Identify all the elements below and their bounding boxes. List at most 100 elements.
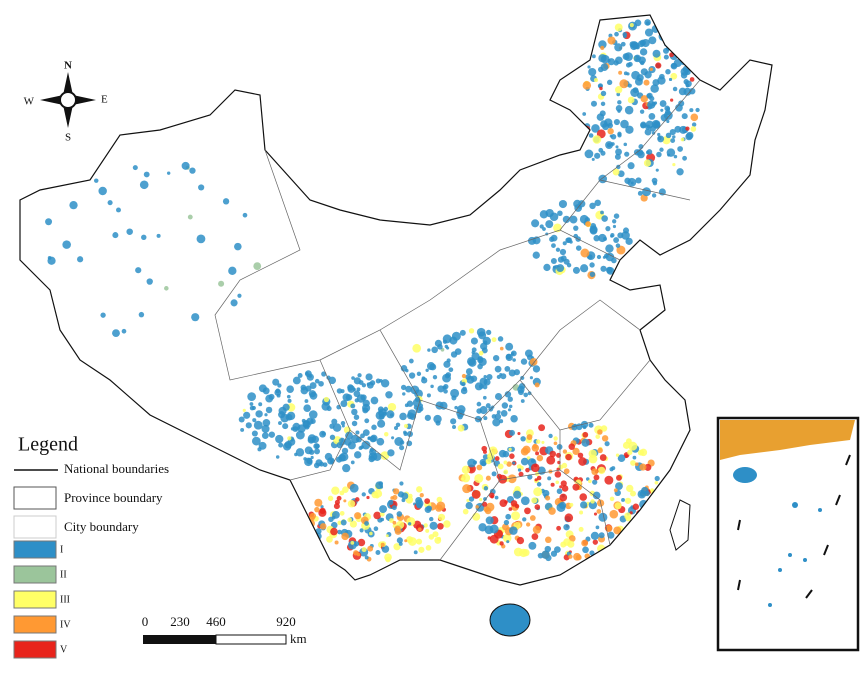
legend-city: City boundary — [64, 519, 139, 534]
speckle — [460, 477, 464, 481]
speckle — [634, 19, 642, 27]
speckle — [261, 424, 270, 433]
speckle — [247, 392, 256, 401]
speckle — [353, 550, 359, 556]
speckle — [531, 219, 540, 228]
speckle — [408, 493, 413, 499]
speckle — [535, 439, 541, 444]
speckle — [406, 412, 414, 420]
speckle — [517, 468, 522, 472]
speckle — [370, 396, 379, 405]
speckle — [357, 373, 362, 378]
speckle — [514, 486, 521, 493]
speckle — [589, 271, 596, 278]
speckle — [572, 483, 580, 491]
speckle — [341, 532, 349, 541]
speckle — [358, 380, 364, 386]
speckle — [588, 67, 597, 77]
speckle — [614, 43, 623, 52]
speckle — [588, 449, 597, 458]
speckle — [485, 516, 494, 525]
speckle — [657, 132, 661, 137]
speckle — [353, 414, 360, 420]
speckle — [258, 402, 263, 407]
speckle — [486, 373, 493, 381]
speckle — [499, 541, 504, 546]
speckle — [590, 100, 597, 107]
speckle — [590, 499, 595, 504]
speckle — [670, 138, 676, 144]
speckle — [637, 489, 647, 499]
speckle — [652, 49, 661, 58]
speckle — [350, 541, 355, 545]
speckle — [494, 413, 502, 420]
speckle — [357, 538, 366, 547]
speckle — [627, 162, 635, 170]
speckle — [660, 108, 664, 112]
speckle — [425, 544, 432, 551]
speckle — [647, 508, 653, 514]
speckle — [282, 423, 289, 430]
speckle — [558, 501, 567, 510]
speckle — [545, 495, 551, 501]
speckle — [252, 418, 257, 423]
speckle — [679, 125, 688, 134]
speckle — [644, 128, 652, 136]
speckle — [286, 385, 294, 393]
speckle — [599, 110, 606, 117]
speckle — [668, 77, 673, 82]
speckle — [639, 521, 648, 530]
speckle — [100, 312, 106, 318]
speckle — [578, 457, 587, 466]
speckle — [555, 247, 561, 252]
speckle — [674, 125, 682, 133]
speckle — [486, 329, 492, 335]
speckle — [476, 401, 482, 407]
speckle — [614, 23, 623, 32]
speckle — [655, 168, 659, 172]
speckle — [642, 187, 651, 197]
legend-province-box — [13, 486, 57, 510]
speckle — [489, 524, 499, 534]
speckle — [466, 498, 470, 503]
speckle — [584, 149, 594, 159]
speckle — [596, 509, 602, 514]
speckle — [626, 484, 634, 493]
speckle — [98, 186, 107, 196]
speckle — [483, 378, 491, 386]
speckle — [554, 546, 561, 553]
speckle — [550, 482, 555, 487]
compass: N S E W — [24, 60, 108, 144]
speckle — [478, 350, 484, 356]
speckle — [528, 541, 537, 550]
speckle — [415, 497, 423, 505]
speckle — [600, 90, 607, 97]
speckle — [634, 522, 640, 529]
speckle — [353, 541, 360, 547]
speckle — [292, 376, 301, 385]
speckle — [498, 474, 508, 484]
speckle — [460, 387, 468, 395]
speckle — [425, 528, 430, 533]
speckle — [406, 536, 413, 543]
speckle — [639, 48, 648, 56]
speckle — [308, 410, 318, 419]
speckle — [534, 478, 538, 482]
speckle — [476, 464, 483, 471]
speckle — [507, 474, 517, 484]
speckle — [650, 84, 659, 93]
speckle — [305, 371, 309, 376]
speckle — [351, 420, 358, 427]
speckle — [594, 199, 602, 207]
speckle — [401, 498, 406, 503]
speckle — [492, 418, 501, 427]
speckle — [665, 68, 671, 75]
scale-label: 920 — [276, 614, 296, 629]
speckle — [436, 501, 446, 511]
speckle — [625, 125, 634, 134]
speckle — [354, 512, 362, 520]
speckle — [468, 496, 475, 502]
speckle — [450, 418, 457, 425]
speckle — [609, 496, 615, 502]
speckle — [640, 194, 648, 202]
